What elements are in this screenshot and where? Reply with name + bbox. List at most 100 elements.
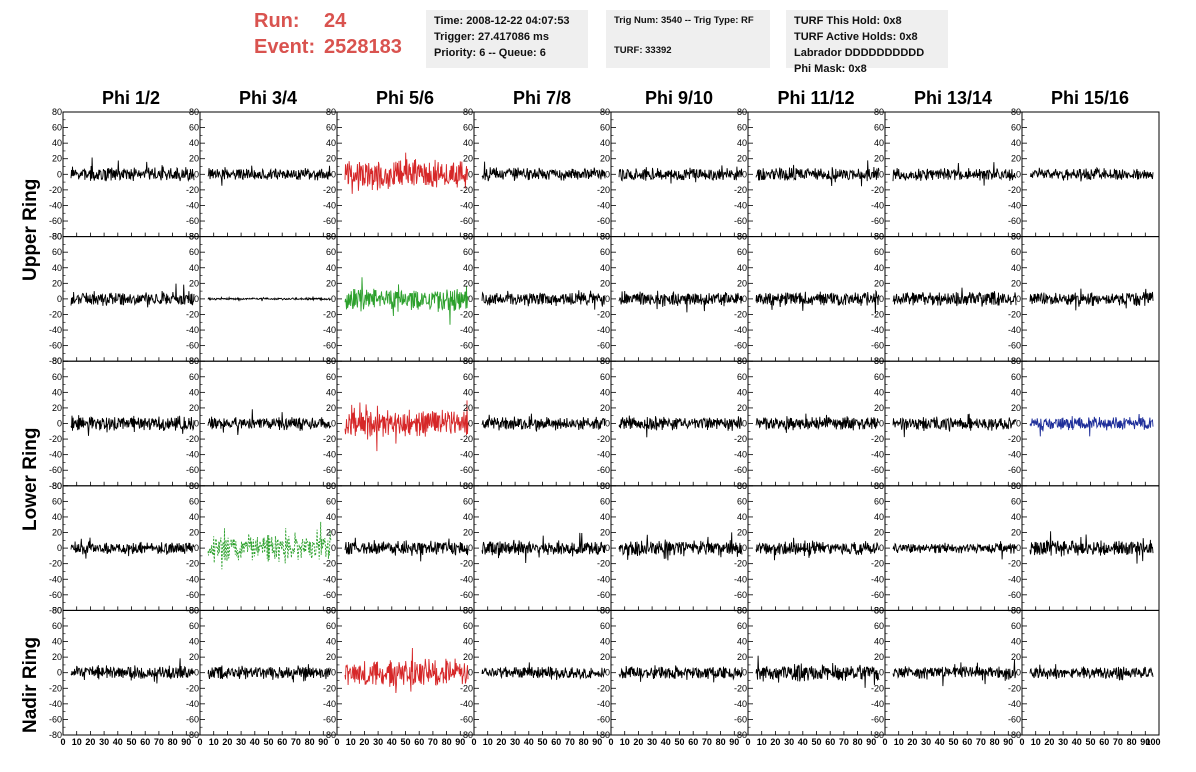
y-tick-label: -60 xyxy=(734,216,747,226)
y-tick-label: 80 xyxy=(52,605,62,615)
run-value: 24 xyxy=(324,10,347,32)
y-tick-label: 60 xyxy=(52,123,62,133)
y-tick-label: 60 xyxy=(600,496,610,506)
y-tick-label: 60 xyxy=(189,621,199,631)
y-tick-label: 0 xyxy=(57,294,62,304)
x-tick-label: 20 xyxy=(1044,737,1054,747)
waveform-trace xyxy=(1029,166,1154,182)
x-tick-label: 70 xyxy=(428,737,438,747)
y-tick-label: 40 xyxy=(463,512,473,522)
x-tick-label: 20 xyxy=(496,737,506,747)
y-tick-label: 80 xyxy=(874,605,884,615)
y-tick-label: 40 xyxy=(737,263,747,273)
y-tick-label: 0 xyxy=(194,668,199,678)
y-tick-label: -20 xyxy=(1008,683,1021,693)
waveform-trace xyxy=(207,521,332,570)
waveform-trace xyxy=(755,160,880,187)
y-tick-label: 0 xyxy=(57,419,62,429)
y-tick-label: -20 xyxy=(49,309,62,319)
x-tick-label: 60 xyxy=(140,737,150,747)
y-tick-label: -60 xyxy=(186,465,199,475)
y-tick-label: -20 xyxy=(597,683,610,693)
y-tick-label: 60 xyxy=(874,247,884,257)
y-tick-label: 60 xyxy=(189,247,199,257)
x-tick-label: 40 xyxy=(250,737,260,747)
y-tick-label: 0 xyxy=(331,668,336,678)
y-tick-label: 0 xyxy=(1016,668,1021,678)
x-tick-label: 60 xyxy=(1099,737,1109,747)
y-tick-label: -60 xyxy=(597,465,610,475)
y-tick-label: 0 xyxy=(1016,419,1021,429)
y-tick-label: 20 xyxy=(600,528,610,538)
y-tick-label: 20 xyxy=(326,528,336,538)
y-tick-label: 20 xyxy=(737,278,747,288)
y-tick-label: 20 xyxy=(189,154,199,164)
phi-header-8: Phi 15/16 xyxy=(1050,88,1130,108)
waveform-trace xyxy=(70,658,195,684)
y-tick-label: 80 xyxy=(463,605,473,615)
waveform-trace xyxy=(481,290,606,310)
y-tick-label: -20 xyxy=(734,559,747,569)
x-tick-label: 50 xyxy=(674,737,684,747)
x-tick-label: 20 xyxy=(770,737,780,747)
x-tick-label: 80 xyxy=(579,737,589,747)
y-tick-label: -60 xyxy=(186,216,199,226)
y-tick-label: -60 xyxy=(734,465,747,475)
y-tick-label: 60 xyxy=(326,247,336,257)
y-tick-label: -20 xyxy=(460,683,473,693)
y-tick-label: -80 xyxy=(323,730,336,740)
y-tick-label: -20 xyxy=(871,434,884,444)
y-tick-label: 40 xyxy=(600,512,610,522)
panel-r5-c5: 80 60 40 20 0 -20 -40 -60 -80 xyxy=(597,605,749,740)
y-tick-label: 40 xyxy=(874,138,884,148)
x-tick-label: 10 xyxy=(209,737,219,747)
y-tick-label: -20 xyxy=(49,434,62,444)
y-tick-label: -20 xyxy=(734,683,747,693)
waveform-trace xyxy=(618,415,743,438)
panel-frame xyxy=(610,236,749,362)
y-tick-label: 40 xyxy=(874,387,884,397)
y-tick-label: -60 xyxy=(186,590,199,600)
x-tick-label: 60 xyxy=(414,737,424,747)
x-tick-label: 10 xyxy=(346,737,356,747)
y-tick-label: 20 xyxy=(1011,154,1021,164)
turf-hold-text: TURF This Hold: 0x8 xyxy=(794,15,902,27)
y-tick-label: 40 xyxy=(52,387,62,397)
y-tick-label: 20 xyxy=(737,154,747,164)
y-tick-label: 60 xyxy=(874,496,884,506)
x-tick-label: 10 xyxy=(483,737,493,747)
y-tick-label: 20 xyxy=(874,403,884,413)
y-tick-label: -60 xyxy=(460,714,473,724)
x-tick-label: 30 xyxy=(1058,737,1068,747)
y-tick-label: 0 xyxy=(742,543,747,553)
panel-r5-c7: 80 60 40 20 0 -20 -40 -60 -80 xyxy=(871,605,1023,740)
y-tick-label: -20 xyxy=(460,559,473,569)
y-tick-label: 0 xyxy=(879,294,884,304)
x-tick-label: 80 xyxy=(853,737,863,747)
y-tick-label: 60 xyxy=(1011,621,1021,631)
y-tick-label: 60 xyxy=(52,496,62,506)
x-tick-label: 80 xyxy=(305,737,315,747)
y-tick-label: 20 xyxy=(1011,403,1021,413)
y-tick-label: 80 xyxy=(326,481,336,491)
y-tick-label: 0 xyxy=(605,294,610,304)
x-tick-label: 40 xyxy=(387,737,397,747)
y-tick-label: 20 xyxy=(600,278,610,288)
y-tick-label: 60 xyxy=(1011,247,1021,257)
y-tick-label: 60 xyxy=(326,496,336,506)
y-tick-label: 60 xyxy=(463,621,473,631)
y-tick-label: 20 xyxy=(874,278,884,288)
x-tick-label: 90 xyxy=(729,737,739,747)
y-tick-label: 20 xyxy=(600,403,610,413)
y-tick-label: 20 xyxy=(737,528,747,538)
y-tick-label: -20 xyxy=(186,559,199,569)
x-tick-label: 80 xyxy=(990,737,1000,747)
y-tick-label: 40 xyxy=(326,263,336,273)
y-tick-label: -20 xyxy=(1008,309,1021,319)
y-tick-label: -40 xyxy=(597,574,610,584)
y-tick-label: -40 xyxy=(460,200,473,210)
y-tick-label: 40 xyxy=(189,387,199,397)
